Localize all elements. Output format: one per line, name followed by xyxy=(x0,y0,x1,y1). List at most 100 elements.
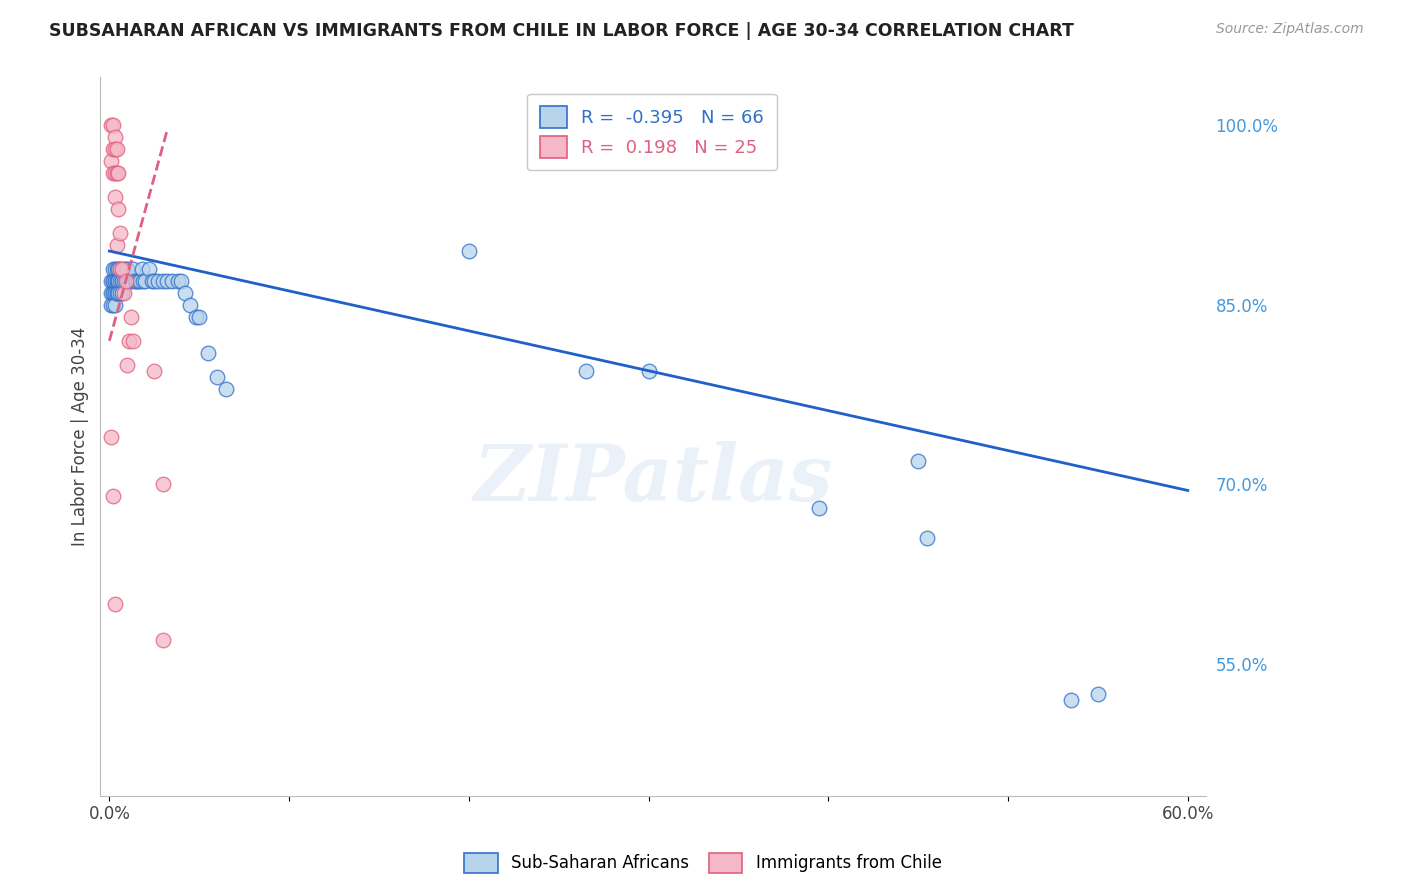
Point xyxy=(104,262,127,277)
Point xyxy=(156,274,179,288)
Point xyxy=(117,274,139,288)
Point xyxy=(101,274,124,288)
Point xyxy=(105,142,128,156)
Point xyxy=(134,274,156,288)
Point xyxy=(132,274,155,288)
Point xyxy=(108,226,131,240)
Point xyxy=(138,262,160,277)
Point xyxy=(124,274,146,288)
Point xyxy=(112,262,135,277)
Point xyxy=(101,142,124,156)
Point xyxy=(105,238,128,252)
Point xyxy=(111,262,134,277)
Point xyxy=(162,274,184,288)
Point xyxy=(184,310,207,324)
Point xyxy=(107,166,129,180)
Point xyxy=(107,202,129,216)
Point xyxy=(575,364,598,378)
Point xyxy=(141,274,163,288)
Point xyxy=(114,262,136,277)
Point xyxy=(108,274,131,288)
Point xyxy=(121,262,143,277)
Point xyxy=(105,274,128,288)
Point xyxy=(107,262,129,277)
Point xyxy=(104,274,127,288)
Point xyxy=(205,369,228,384)
Point xyxy=(105,285,128,300)
Point xyxy=(104,190,127,204)
Point xyxy=(104,274,127,288)
Point xyxy=(111,274,134,288)
Point xyxy=(1060,693,1083,707)
Point xyxy=(111,274,134,288)
Point xyxy=(120,274,142,288)
Point xyxy=(915,532,938,546)
Point xyxy=(104,130,127,145)
Point xyxy=(104,285,127,300)
Point xyxy=(112,285,135,300)
Point xyxy=(117,358,139,372)
Point xyxy=(100,285,122,300)
Point xyxy=(105,285,128,300)
Point xyxy=(125,274,148,288)
Text: ZIPatlas: ZIPatlas xyxy=(474,442,832,518)
Point xyxy=(101,298,124,312)
Point xyxy=(215,382,238,396)
Point xyxy=(108,262,131,277)
Point xyxy=(152,477,174,491)
Point xyxy=(114,274,136,288)
Point xyxy=(101,262,124,277)
Point xyxy=(100,274,122,288)
Point xyxy=(101,119,124,133)
Point xyxy=(101,285,124,300)
Point xyxy=(101,490,124,504)
Point xyxy=(105,166,128,180)
Point xyxy=(188,310,211,324)
Point xyxy=(100,429,122,443)
Point xyxy=(104,298,127,312)
Point xyxy=(112,274,135,288)
Point xyxy=(105,262,128,277)
Point xyxy=(100,298,122,312)
Point xyxy=(179,298,201,312)
Point xyxy=(121,334,143,348)
Point xyxy=(457,244,479,258)
Point xyxy=(808,501,831,516)
Point xyxy=(107,285,129,300)
Point xyxy=(100,154,122,169)
Point xyxy=(104,142,127,156)
Point xyxy=(118,274,141,288)
Point xyxy=(146,274,169,288)
Point xyxy=(143,274,166,288)
Point xyxy=(111,285,134,300)
Point xyxy=(1087,687,1109,701)
Text: Source: ZipAtlas.com: Source: ZipAtlas.com xyxy=(1216,22,1364,37)
Point xyxy=(104,166,127,180)
Point xyxy=(166,274,188,288)
Point xyxy=(114,274,136,288)
Point xyxy=(143,364,166,378)
Point xyxy=(107,274,129,288)
Point xyxy=(105,274,128,288)
Y-axis label: In Labor Force | Age 30-34: In Labor Force | Age 30-34 xyxy=(72,327,89,546)
Legend: R =  -0.395   N = 66, R =  0.198   N = 25: R = -0.395 N = 66, R = 0.198 N = 25 xyxy=(527,94,776,170)
Point xyxy=(101,274,124,288)
Point xyxy=(108,262,131,277)
Point xyxy=(104,285,127,300)
Point xyxy=(152,633,174,648)
Legend: Sub-Saharan Africans, Immigrants from Chile: Sub-Saharan Africans, Immigrants from Ch… xyxy=(458,847,948,880)
Point xyxy=(197,346,219,360)
Point xyxy=(170,274,193,288)
Point xyxy=(104,597,127,611)
Text: SUBSAHARAN AFRICAN VS IMMIGRANTS FROM CHILE IN LABOR FORCE | AGE 30-34 CORRELATI: SUBSAHARAN AFRICAN VS IMMIGRANTS FROM CH… xyxy=(49,22,1074,40)
Point xyxy=(120,310,142,324)
Point xyxy=(107,274,129,288)
Point xyxy=(131,262,153,277)
Point xyxy=(108,285,131,300)
Point xyxy=(907,453,929,467)
Point xyxy=(100,119,122,133)
Point xyxy=(128,274,150,288)
Point xyxy=(101,285,124,300)
Point xyxy=(637,364,659,378)
Point xyxy=(173,285,195,300)
